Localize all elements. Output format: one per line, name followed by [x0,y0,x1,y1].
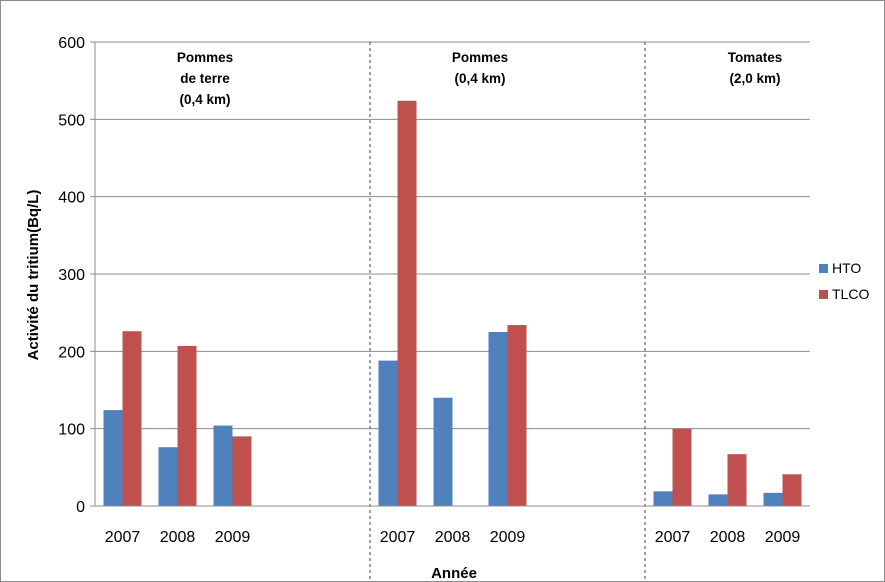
y-tick-label: 400 [58,190,85,207]
x-tick-label: 2009 [765,529,801,546]
group-label-line: (0,4 km) [454,71,505,86]
bar-hto-2 [213,425,233,506]
group-label-line: (2,0 km) [729,71,780,86]
x-tick-label: 2007 [380,529,416,546]
bar-hto-12 [763,492,783,506]
y-tick-labels: 0 100 200 300 400 500 600 [58,35,85,516]
bar-hto-6 [433,397,453,506]
y-tick-label: 500 [58,112,85,129]
x-tick-labels: 2007 2008 2009 2007 2008 2009 2007 2008 2009 [105,529,801,546]
group-label-line: Pommes [177,50,233,65]
x-axis-title: Année [431,565,477,582]
x-tick-label: 2008 [160,529,196,546]
legend-label-tlco: TLCO [832,286,869,302]
y-tick-label: 200 [58,344,85,361]
bar-tlco-12 [782,474,802,506]
bar-tlco-7 [507,325,527,506]
x-tick-label: 2008 [435,529,471,546]
group-separators [369,42,646,582]
bar-tlco-0 [122,331,142,506]
bar-tlco-11 [727,454,747,506]
bar-hto-7 [488,332,508,506]
group-label-line: de terre [180,71,230,86]
bar-hto-11 [708,494,728,506]
group-label-0: Pommes de terre (0,4 km) [177,50,233,107]
y-tick-label: 600 [58,35,85,52]
bar-tlco-10 [672,428,692,506]
x-tick-label: 2008 [710,529,746,546]
axes [90,41,810,507]
y-tick-label: 0 [76,499,85,516]
bar-hto-10 [653,491,673,506]
group-label-2: Tomates (2,0 km) [728,50,783,86]
legend: HTO TLCO [819,260,869,302]
legend-swatch-tlco [819,290,828,299]
y-tick-label: 300 [58,267,85,284]
x-tick-label: 2009 [215,529,251,546]
legend-swatch-hto [819,264,828,273]
bar-hto-5 [378,360,398,506]
x-tick-label: 2007 [655,529,691,546]
group-label-line: Tomates [728,50,783,65]
x-tick-label: 2007 [105,529,141,546]
bars [103,100,802,507]
bar-tlco-1 [177,345,197,506]
bar-tlco-5 [397,100,417,507]
legend-label-hto: HTO [832,260,861,276]
group-label-line: (0,4 km) [179,92,230,107]
y-axis-title: Activité du tritium(Bq/L) [25,190,42,361]
bar-tlco-2 [232,436,252,506]
x-tick-label: 2009 [490,529,526,546]
bar-hto-0 [103,410,123,506]
group-labels: Pommes de terre (0,4 km) Pommes (0,4 km) Toma… [177,50,782,107]
group-label-line: Pommes [452,50,508,65]
group-label-1: Pommes (0,4 km) [452,50,508,86]
y-tick-label: 100 [58,422,85,439]
bar-hto-1 [158,447,178,506]
